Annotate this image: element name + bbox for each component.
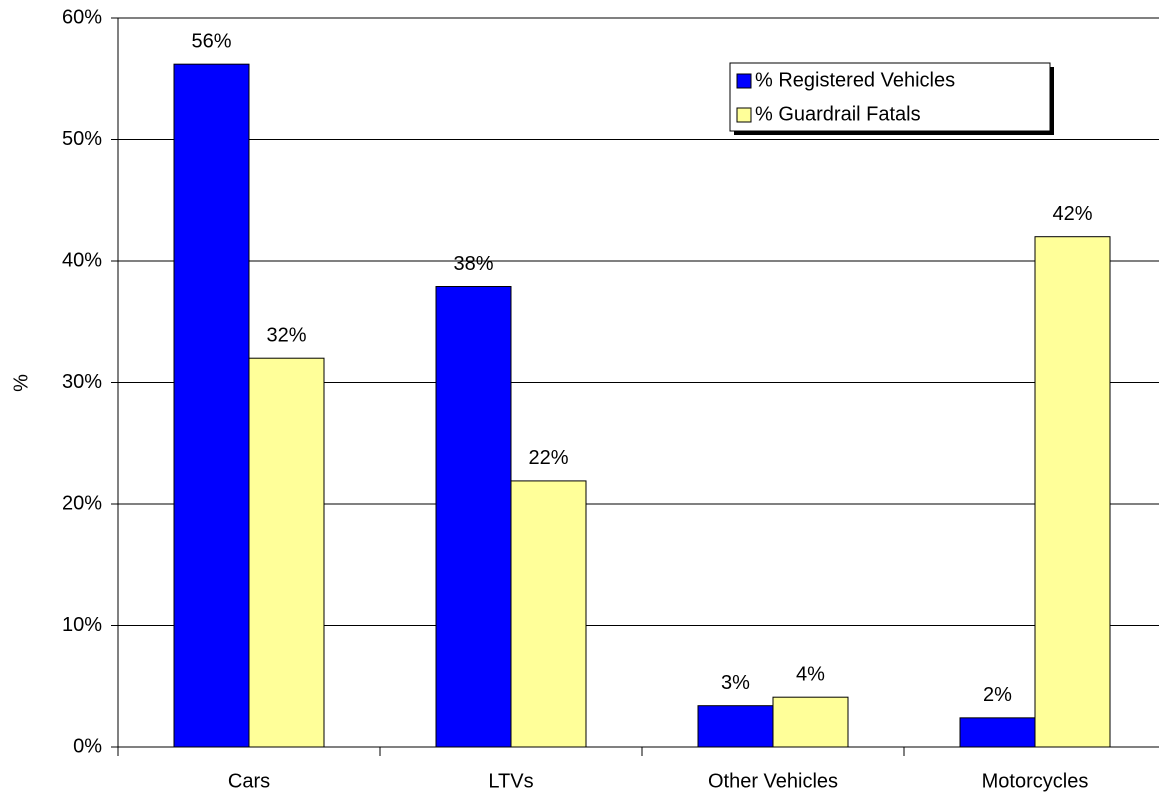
value-label: 32% (266, 324, 306, 346)
legend (729, 62, 1051, 132)
legend-label: % Guardrail Fatals (755, 103, 921, 125)
value-label: 3% (721, 672, 750, 694)
legend-swatch (736, 107, 752, 123)
bar (248, 357, 325, 748)
y-tick-label: 0% (73, 735, 102, 757)
y-tick-label: 50% (62, 128, 102, 150)
x-tick-label: LTVs (488, 770, 533, 792)
x-tick-label: Cars (228, 770, 270, 792)
bar (772, 696, 849, 748)
bar (435, 286, 512, 748)
x-tick-label: Motorcycles (982, 770, 1089, 792)
y-tick-label: 60% (62, 6, 102, 28)
bar (510, 480, 587, 748)
y-tick-label: 40% (62, 249, 102, 271)
y-tick-label: 30% (62, 371, 102, 393)
bar (959, 717, 1036, 748)
value-label: 22% (528, 447, 568, 469)
y-tick-label: 10% (62, 614, 102, 636)
value-label: 38% (453, 253, 493, 275)
value-label: 2% (983, 684, 1012, 706)
legend-label: % Registered Vehicles (755, 69, 955, 91)
bar (173, 63, 250, 748)
y-tick-label: 20% (62, 492, 102, 514)
bar (1034, 236, 1111, 748)
x-tick-label: Other Vehicles (708, 770, 838, 792)
y-axis-label: % (10, 374, 32, 392)
value-label: 56% (191, 30, 231, 52)
value-label: 4% (796, 663, 825, 685)
legend-swatch (736, 73, 752, 89)
bar (697, 705, 774, 748)
value-label: 42% (1052, 203, 1092, 225)
